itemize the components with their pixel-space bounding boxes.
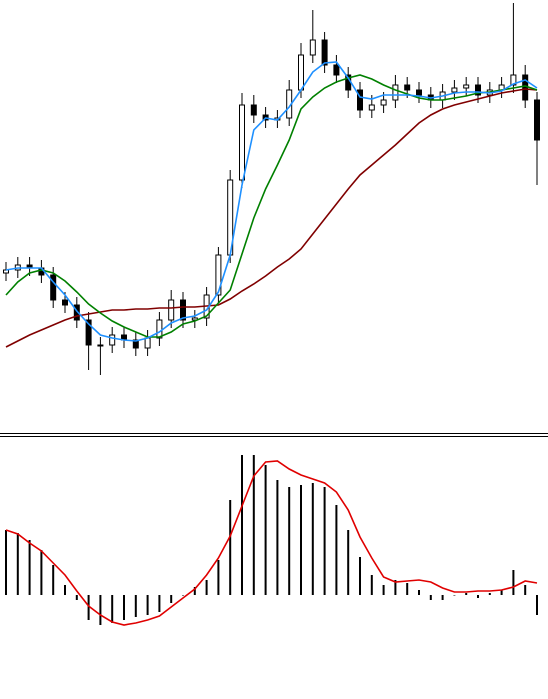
histogram-bar [134, 595, 137, 617]
histogram-bar [52, 565, 55, 595]
indicator-line [5, 61, 538, 342]
histogram-bar [40, 550, 43, 595]
histogram-bar [359, 557, 361, 595]
histogram-bar [64, 585, 66, 595]
candle-body [62, 299, 68, 306]
histogram-bar [335, 505, 338, 595]
candle-body [250, 104, 257, 116]
candle-body [475, 84, 481, 96]
histogram-bar [193, 587, 196, 595]
candle-body [368, 104, 375, 111]
histogram-bar [87, 595, 90, 620]
candle-body [109, 334, 116, 346]
candle-body [522, 74, 529, 101]
histogram-bar [75, 595, 78, 600]
histogram-bar [500, 590, 503, 595]
histogram-bar [276, 480, 279, 595]
histogram-bar [394, 580, 397, 595]
candle-body [168, 299, 175, 321]
histogram-bar [536, 595, 538, 615]
histogram-bar [123, 595, 125, 620]
histogram-bar [241, 455, 243, 595]
histogram-bar [441, 595, 444, 600]
candle-body [510, 74, 517, 86]
candle-body [144, 337, 151, 349]
histogram-bar [28, 540, 31, 595]
histogram-bar [300, 485, 302, 595]
histogram-bar [347, 530, 350, 595]
candle-body [97, 344, 104, 347]
candle-body [309, 39, 316, 56]
candle-body [180, 299, 186, 321]
histogram-bar [99, 595, 102, 625]
candle-body [463, 84, 470, 89]
candle-body [85, 319, 92, 346]
histogram-bar [465, 593, 468, 595]
histogram-bar [512, 570, 515, 595]
candle-body [132, 339, 139, 349]
histogram-bar [288, 487, 291, 595]
histogram-bar [182, 595, 184, 596]
histogram-bar [323, 487, 326, 595]
histogram-bar [524, 585, 527, 595]
candle-body [215, 254, 222, 296]
indicator-line [5, 88, 538, 348]
histogram-bar [311, 483, 314, 595]
histogram-bar [170, 595, 173, 603]
histogram-bar [370, 575, 373, 595]
indicator-line [5, 460, 538, 626]
candle-body [357, 89, 363, 111]
histogram-bar [5, 530, 7, 595]
candle-body [298, 54, 304, 91]
histogram-bar [146, 595, 149, 615]
candle-body [191, 317, 198, 321]
histogram-bar [488, 593, 491, 595]
candle-body [380, 99, 387, 106]
histogram-bar [205, 580, 208, 595]
histogram-bar [264, 465, 267, 595]
histogram-bar [453, 595, 456, 596]
candle-body [333, 64, 340, 76]
histogram-bar [229, 500, 232, 595]
candle-body [321, 39, 328, 66]
candle-body [73, 304, 80, 321]
candle-body [404, 84, 411, 91]
histogram-bar [252, 455, 255, 595]
candle-body [239, 104, 245, 181]
candle-body [156, 319, 163, 339]
histogram-bar [158, 595, 161, 612]
histogram-bar [429, 595, 432, 600]
histogram-bar [418, 590, 420, 595]
candle-body [416, 89, 422, 96]
histogram-bar [16, 533, 19, 595]
indicator-line [5, 74, 538, 338]
candle-body [392, 84, 399, 101]
histogram-bar [477, 595, 479, 598]
histogram-bar [217, 560, 220, 595]
histogram-bar [406, 583, 409, 595]
histogram-bar [111, 595, 114, 623]
histogram-bar [382, 585, 385, 595]
candle-body [534, 99, 540, 141]
candle-body [50, 274, 57, 301]
candle-body [451, 87, 458, 93]
